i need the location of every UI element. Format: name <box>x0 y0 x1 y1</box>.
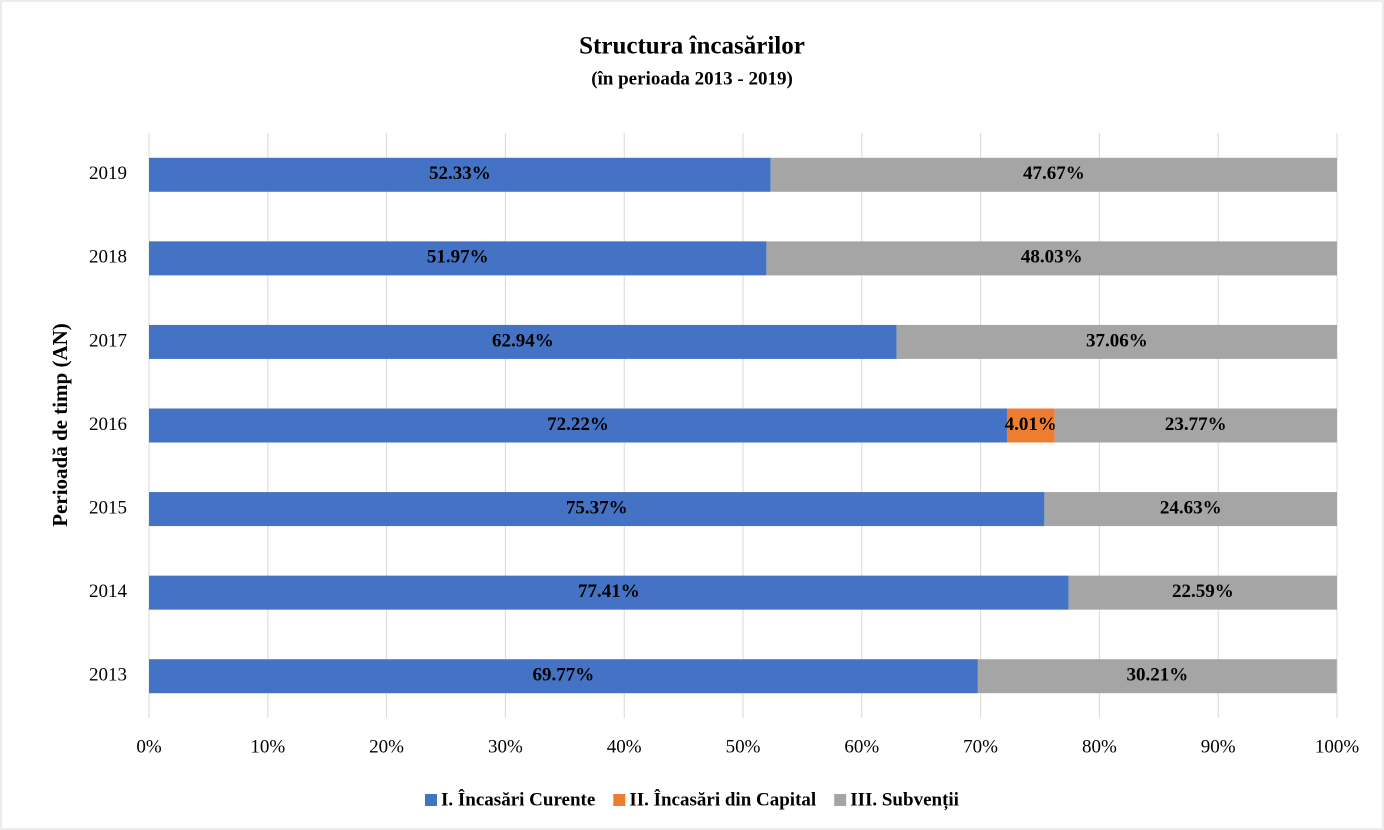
chart-subtitle: (în perioada 2013 - 2019) <box>591 68 793 89</box>
bar-segment <box>1044 492 1337 527</box>
y-tick-label: 2016 <box>89 414 127 435</box>
data-label: 24.63% <box>1160 497 1222 518</box>
y-axis-title: Perioadă de timp (AN) <box>48 323 72 527</box>
y-tick-label: 2018 <box>89 247 127 268</box>
legend-swatch <box>834 794 847 806</box>
x-tick-label: 10% <box>250 736 285 757</box>
x-tick-label: 20% <box>369 736 404 757</box>
bar-segment <box>149 157 771 192</box>
y-tick-label: 2014 <box>89 581 128 602</box>
legend-swatch <box>425 794 438 806</box>
data-label: 37.06% <box>1086 330 1148 351</box>
bar-segment <box>1054 408 1337 443</box>
bar-segment <box>149 408 1007 443</box>
bar-segment <box>149 324 897 359</box>
x-tick-label: 70% <box>963 736 998 757</box>
bar-segment <box>896 324 1337 359</box>
legend-label: II. Încasări din Capital <box>629 788 816 810</box>
y-tick-label: 2017 <box>89 330 127 351</box>
bar-segment <box>149 492 1045 527</box>
x-tick-label: 60% <box>844 736 879 757</box>
bar-segment <box>149 241 767 276</box>
bar-segment <box>977 659 1337 694</box>
data-label: 23.77% <box>1165 414 1227 435</box>
data-label: 62.94% <box>492 330 554 351</box>
x-tick-label: 50% <box>726 736 761 757</box>
bar-segment <box>766 241 1337 276</box>
data-label: 48.03% <box>1021 247 1083 268</box>
x-tick-label: 0% <box>136 736 162 757</box>
legend-label: I. Încasări Curente <box>441 788 595 810</box>
data-label: 51.97% <box>427 247 489 268</box>
data-label: 52.33% <box>429 163 491 184</box>
bar-segment <box>149 575 1069 610</box>
y-tick-label: 2013 <box>89 665 127 686</box>
x-tick-label: 40% <box>607 736 642 757</box>
x-tick-label: 80% <box>1082 736 1117 757</box>
data-label: 75.37% <box>566 497 628 518</box>
x-tick-label: 90% <box>1201 736 1236 757</box>
data-label: 30.21% <box>1126 665 1188 686</box>
bar-segment <box>1068 575 1337 610</box>
data-label: 4.01% <box>1005 414 1057 435</box>
data-label: 22.59% <box>1172 581 1234 602</box>
y-tick-label: 2019 <box>89 163 127 184</box>
data-label: 72.22% <box>547 414 609 435</box>
bar-segment <box>770 157 1337 192</box>
chart-title: Structura încasărilor <box>579 33 805 60</box>
x-tick-label: 100% <box>1315 736 1360 757</box>
x-tick-label: 30% <box>488 736 523 757</box>
bar-segment <box>149 659 978 694</box>
y-tick-label: 2015 <box>89 497 127 518</box>
data-label: 77.41% <box>578 581 640 602</box>
legend-swatch <box>613 794 626 806</box>
bar-segment <box>1006 408 1055 443</box>
legend-label: III. Subvenții <box>850 789 959 810</box>
data-label: 69.77% <box>533 665 595 686</box>
data-label: 47.67% <box>1023 163 1085 184</box>
